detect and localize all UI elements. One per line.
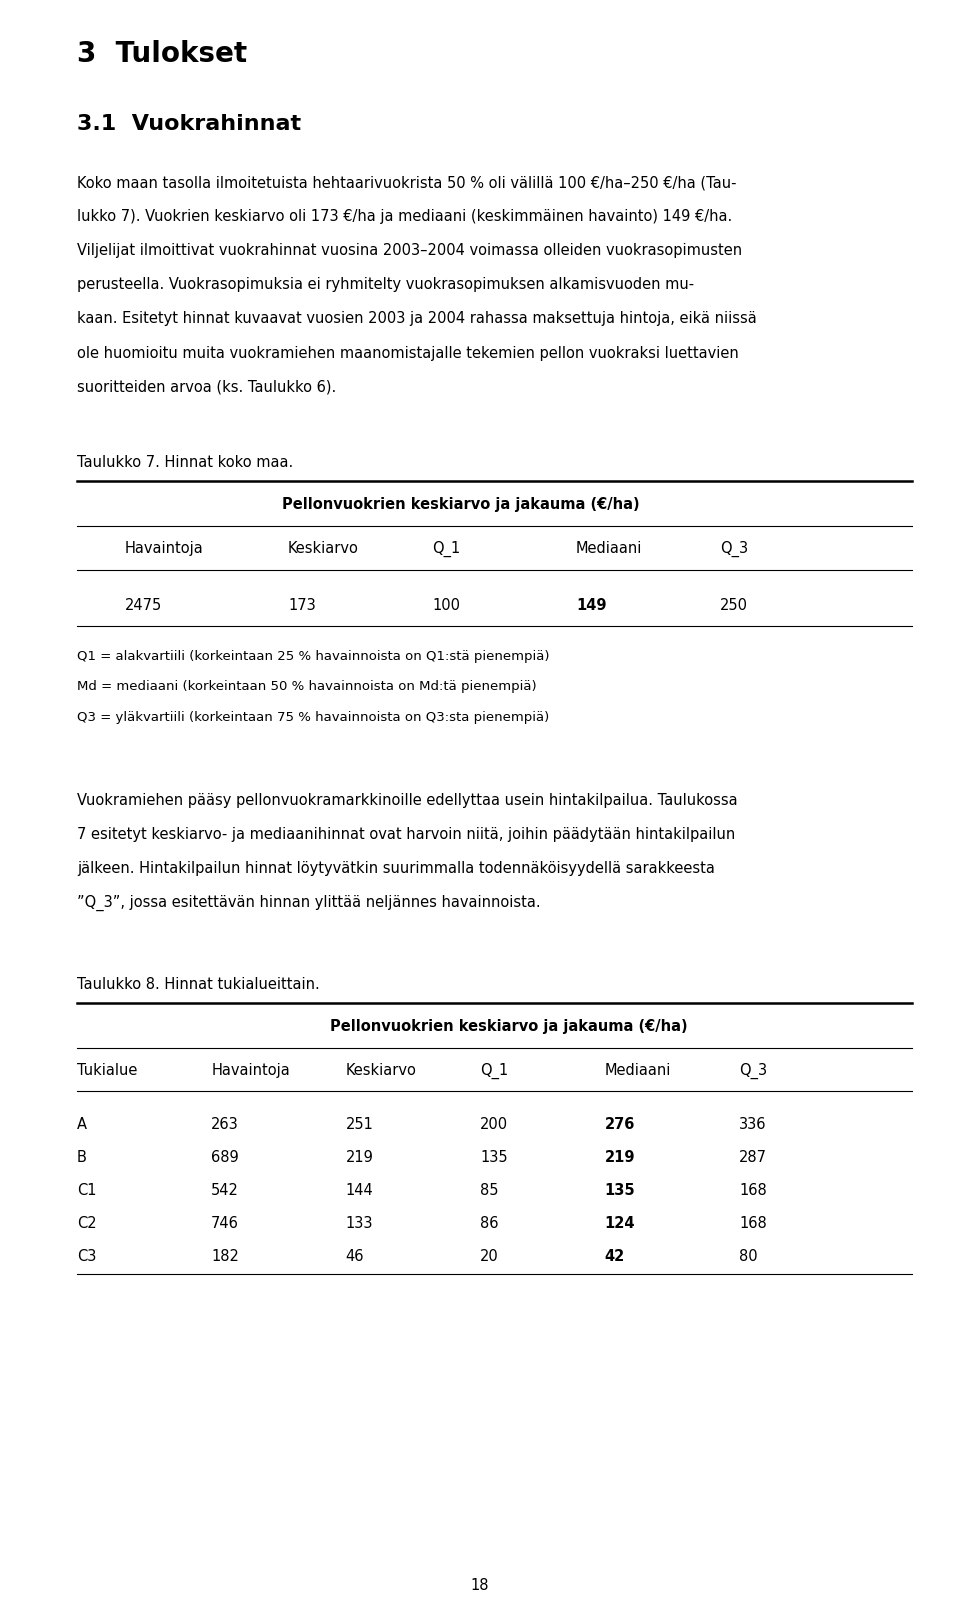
Text: 168: 168 xyxy=(739,1183,767,1199)
Text: Q_1: Q_1 xyxy=(432,540,460,556)
Text: lukko 7). Vuokrien keskiarvo oli 173 €/ha ja mediaani (keskimmäinen havainto) 14: lukko 7). Vuokrien keskiarvo oli 173 €/h… xyxy=(77,209,732,225)
Text: Q1 = alakvartiili (korkeintaan 25 % havainnoista on Q1:stä pienempiä): Q1 = alakvartiili (korkeintaan 25 % hava… xyxy=(77,649,549,662)
Text: Keskiarvo: Keskiarvo xyxy=(288,540,359,556)
Text: 3.1  Vuokrahinnat: 3.1 Vuokrahinnat xyxy=(77,114,300,133)
Text: 80: 80 xyxy=(739,1249,757,1265)
Text: Mediaani: Mediaani xyxy=(576,540,642,556)
Text: 336: 336 xyxy=(739,1117,767,1133)
Text: Keskiarvo: Keskiarvo xyxy=(346,1062,417,1078)
Text: 135: 135 xyxy=(480,1151,508,1165)
Text: Q_3: Q_3 xyxy=(720,540,748,556)
Text: A: A xyxy=(77,1117,86,1133)
Text: 46: 46 xyxy=(346,1249,364,1265)
Text: ”Q_3”, jossa esitettävän hinnan ylittää neljännes havainnoista.: ”Q_3”, jossa esitettävän hinnan ylittää … xyxy=(77,895,540,911)
Text: 18: 18 xyxy=(470,1578,490,1593)
Text: 173: 173 xyxy=(288,598,316,614)
Text: Taulukko 8. Hinnat tukialueittain.: Taulukko 8. Hinnat tukialueittain. xyxy=(77,977,320,993)
Text: C2: C2 xyxy=(77,1216,96,1231)
Text: Havaintoja: Havaintoja xyxy=(125,540,204,556)
Text: 287: 287 xyxy=(739,1151,767,1165)
Text: Tukialue: Tukialue xyxy=(77,1062,137,1078)
Text: 20: 20 xyxy=(480,1249,499,1265)
Text: 144: 144 xyxy=(346,1183,373,1199)
Text: Vuokramiehen pääsy pellonvuokramarkkinoille edellyttaa usein hintakilpailua. Tau: Vuokramiehen pääsy pellonvuokramarkkinoi… xyxy=(77,792,737,808)
Text: perusteella. Vuokrasopimuksia ei ryhmitelty vuokrasopimuksen alkamisvuoden mu-: perusteella. Vuokrasopimuksia ei ryhmite… xyxy=(77,278,694,292)
Text: 2475: 2475 xyxy=(125,598,162,614)
Text: 135: 135 xyxy=(605,1183,636,1199)
Text: Koko maan tasolla ilmoitetuista hehtaarivuokrista 50 % oli välillä 100 €/ha–250 : Koko maan tasolla ilmoitetuista hehtaari… xyxy=(77,175,736,190)
Text: 263: 263 xyxy=(211,1117,239,1133)
Text: 251: 251 xyxy=(346,1117,373,1133)
Text: Viljelijat ilmoittivat vuokrahinnat vuosina 2003–2004 voimassa olleiden vuokraso: Viljelijat ilmoittivat vuokrahinnat vuos… xyxy=(77,243,742,259)
Text: 542: 542 xyxy=(211,1183,239,1199)
Text: 689: 689 xyxy=(211,1151,239,1165)
Text: Md = mediaani (korkeintaan 50 % havainnoista on Md:tä pienempiä): Md = mediaani (korkeintaan 50 % havainno… xyxy=(77,680,537,693)
Text: B: B xyxy=(77,1151,86,1165)
Text: suoritteiden arvoa (ks. Taulukko 6).: suoritteiden arvoa (ks. Taulukko 6). xyxy=(77,379,336,395)
Text: 86: 86 xyxy=(480,1216,498,1231)
Text: ole huomioitu muita vuokramiehen maanomistajalle tekemien pellon vuokraksi luett: ole huomioitu muita vuokramiehen maanomi… xyxy=(77,346,738,360)
Text: 182: 182 xyxy=(211,1249,239,1265)
Text: C1: C1 xyxy=(77,1183,96,1199)
Text: Q3 = yläkvartiili (korkeintaan 75 % havainnoista on Q3:sta pienempiä): Q3 = yläkvartiili (korkeintaan 75 % hava… xyxy=(77,710,549,723)
Text: Q_3: Q_3 xyxy=(739,1062,767,1078)
Text: 746: 746 xyxy=(211,1216,239,1231)
Text: 85: 85 xyxy=(480,1183,498,1199)
Text: 219: 219 xyxy=(605,1151,636,1165)
Text: Mediaani: Mediaani xyxy=(605,1062,671,1078)
Text: 42: 42 xyxy=(605,1249,625,1265)
Text: C3: C3 xyxy=(77,1249,96,1265)
Text: 250: 250 xyxy=(720,598,748,614)
Text: 124: 124 xyxy=(605,1216,636,1231)
Text: 276: 276 xyxy=(605,1117,636,1133)
Text: 200: 200 xyxy=(480,1117,508,1133)
Text: 3  Tulokset: 3 Tulokset xyxy=(77,40,247,67)
Text: 133: 133 xyxy=(346,1216,373,1231)
Text: Pellonvuokrien keskiarvo ja jakauma (€/ha): Pellonvuokrien keskiarvo ja jakauma (€/h… xyxy=(282,497,639,513)
Text: Taulukko 7. Hinnat koko maa.: Taulukko 7. Hinnat koko maa. xyxy=(77,455,293,471)
Text: kaan. Esitetyt hinnat kuvaavat vuosien 2003 ja 2004 rahassa maksettuja hintoja, : kaan. Esitetyt hinnat kuvaavat vuosien 2… xyxy=(77,312,756,326)
Text: jälkeen. Hintakilpailun hinnat löytyvätkin suurimmalla todennäköisyydellä sarakk: jälkeen. Hintakilpailun hinnat löytyvätk… xyxy=(77,861,714,876)
Text: Q_1: Q_1 xyxy=(480,1062,508,1078)
Text: 168: 168 xyxy=(739,1216,767,1231)
Text: Havaintoja: Havaintoja xyxy=(211,1062,290,1078)
Text: 149: 149 xyxy=(576,598,607,614)
Text: Pellonvuokrien keskiarvo ja jakauma (€/ha): Pellonvuokrien keskiarvo ja jakauma (€/h… xyxy=(330,1019,687,1035)
Text: 219: 219 xyxy=(346,1151,373,1165)
Text: 100: 100 xyxy=(432,598,460,614)
Text: 7 esitetyt keskiarvo- ja mediaanihinnat ovat harvoin niitä, joihin päädytään hin: 7 esitetyt keskiarvo- ja mediaanihinnat … xyxy=(77,828,735,842)
